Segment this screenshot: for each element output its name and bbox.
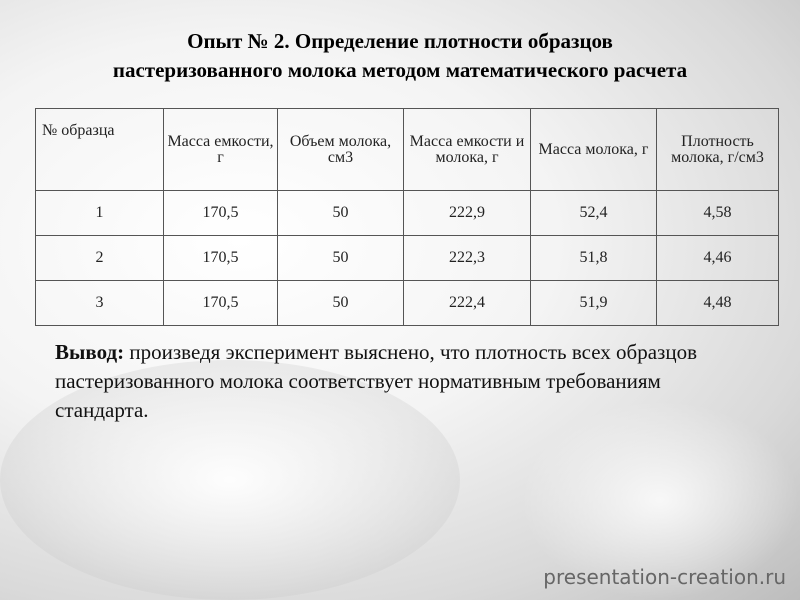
cell: 222,9 [403,190,531,236]
header-cell: Масса емкости и молока, г [403,108,531,191]
cell: 4,46 [656,235,779,281]
watermark: presentation-creation.ru [543,565,786,589]
conclusion-label: Вывод: [55,340,125,364]
cell: 50 [277,280,404,326]
conclusion-text: Вывод: произведя эксперимент выяснено, ч… [55,338,735,425]
cell: 170,5 [163,190,278,236]
cell: 50 [277,190,404,236]
milk-splash-decoration [520,400,800,600]
milk-splash-decoration [0,360,460,600]
header-cell: Масса молока, г [530,108,657,191]
table-header-row: № образца Масса емкости, г Объем молока,… [35,108,779,191]
slide-title: Опыт № 2. Определение плотности образцов… [0,27,800,85]
header-cell: № образца [35,108,164,191]
cell: 52,4 [530,190,657,236]
cell: 4,58 [656,190,779,236]
cell: 222,4 [403,280,531,326]
conclusion-body: произведя эксперимент выяснено, что плот… [55,340,698,422]
cell: 51,9 [530,280,657,326]
header-cell: Плотность молока, г/см3 [656,108,779,191]
header-cell: Объем молока, см3 [277,108,404,191]
table-row: 2 170,5 50 222,3 51,8 4,46 [35,235,779,281]
title-line-1: Опыт № 2. Определение плотности образцов [187,29,613,53]
density-table: № образца Масса емкости, г Объем молока,… [35,108,779,326]
header-cell: Масса емкости, г [163,108,278,191]
cell: 4,48 [656,280,779,326]
table-row: 1 170,5 50 222,9 52,4 4,58 [35,190,779,236]
cell: 2 [35,235,164,281]
cell: 222,3 [403,235,531,281]
cell: 170,5 [163,280,278,326]
cell: 51,8 [530,235,657,281]
title-line-2: пастеризованного молока методом математи… [112,58,688,82]
cell: 3 [35,280,164,326]
cell: 50 [277,235,404,281]
cell: 170,5 [163,235,278,281]
table-row: 3 170,5 50 222,4 51,9 4,48 [35,280,779,326]
cell: 1 [35,190,164,236]
